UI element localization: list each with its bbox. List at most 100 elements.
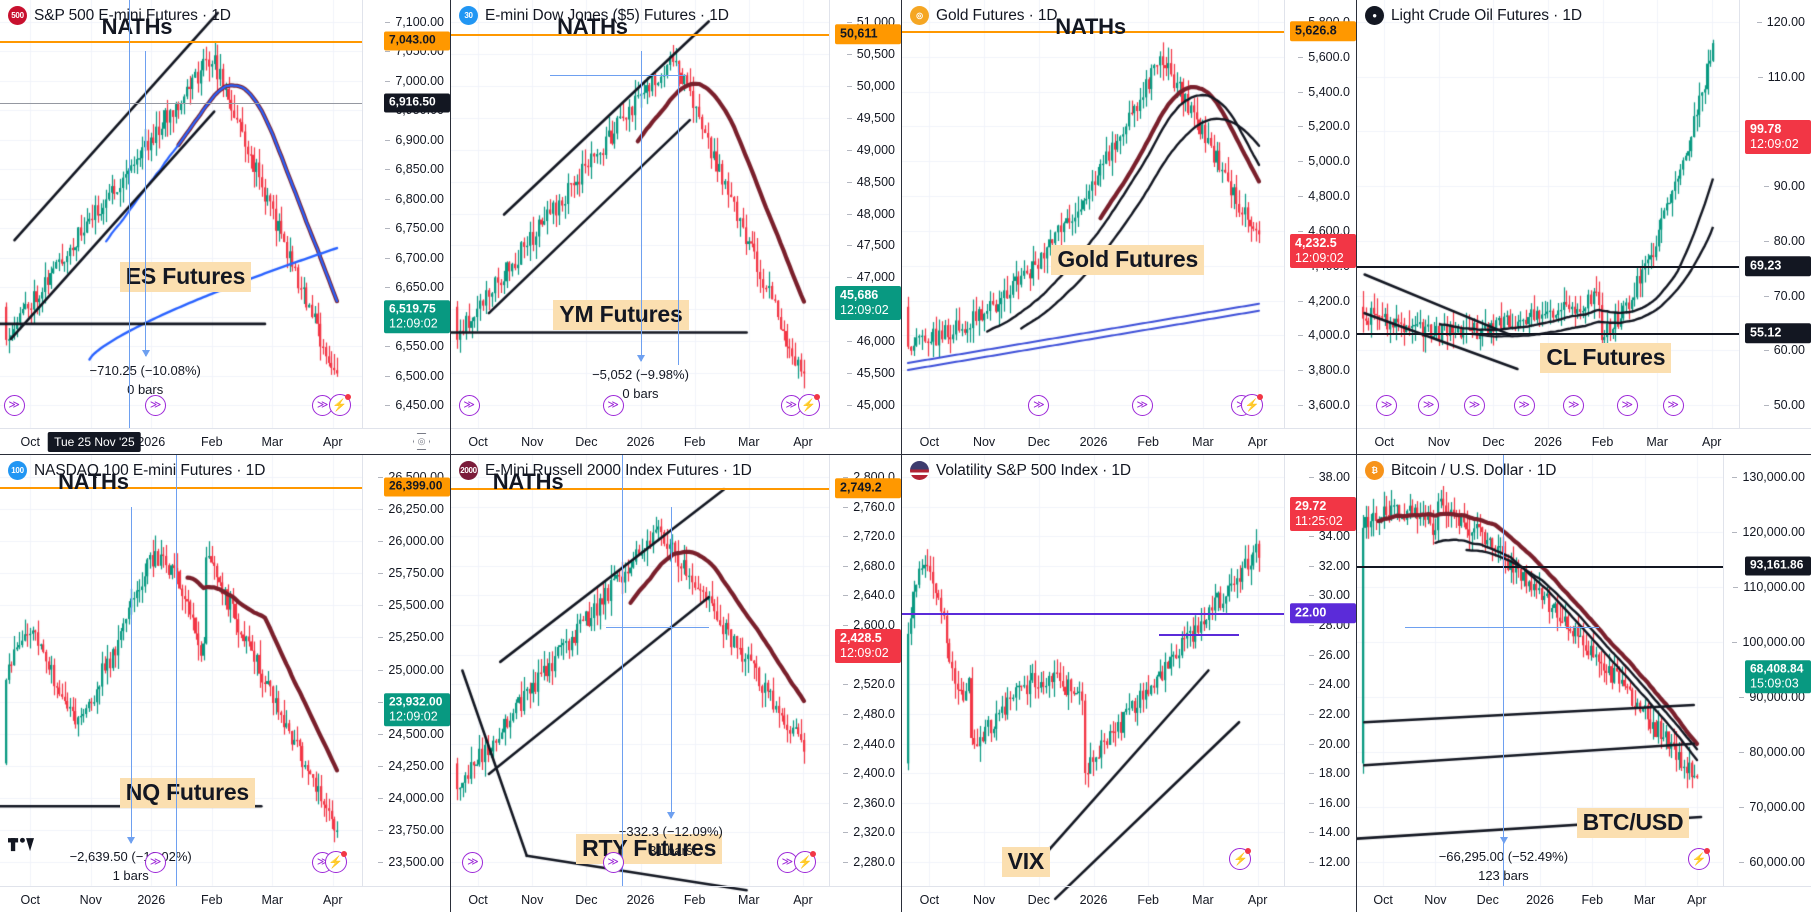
price-label[interactable]: 2,428.5 12:09:02	[835, 629, 901, 663]
chart-label-es[interactable]: ES Futures	[119, 261, 252, 292]
replay-skip-icon[interactable]: ≫	[1131, 395, 1153, 416]
price-axis[interactable]: 38.0036.0034.0032.0030.0028.0026.0024.00…	[1284, 455, 1356, 886]
time-tick: Feb	[683, 435, 706, 449]
plot-area[interactable]: NATHs NQ Futures −2,639.50 (−10.02%) 1 bars…	[0, 455, 362, 886]
price-axis[interactable]: 5,800.05,600.05,400.05,200.05,000.04,800…	[1284, 0, 1356, 428]
chart-label-gc[interactable]: Gold Futures	[1051, 244, 1205, 275]
replay-skip-icon[interactable]: ≫	[602, 395, 624, 416]
price-axis[interactable]: 7,100.007,050.007,000.006,950.006,900.00…	[362, 0, 450, 428]
ai-assistant-icon[interactable]: ⚡	[328, 394, 351, 416]
time-axis[interactable]: Oct Nov 2026 Feb Mar Apr	[0, 886, 450, 912]
chart-panel-nq[interactable]: 100 NASDAQ 100 E-mini Futures · 1D NATHs…	[0, 455, 451, 912]
chart-panel-es[interactable]: 500 S&P 500 E-mini Futures · 1D NATHs ES …	[0, 0, 451, 455]
replay-skip-icon[interactable]: ≫	[3, 395, 25, 416]
price-axis[interactable]: 51,000 50,500 50,000 49,500 49,000 48,500 48,0…	[829, 0, 901, 428]
plot-area[interactable]: CL Futures ≫ ≫ ≫ ≫ ≫ ≫ ≫	[1357, 0, 1739, 428]
ai-assistant-icon[interactable]: ⚡	[1229, 848, 1252, 870]
ai-assistant-icon[interactable]: ⚡	[324, 851, 347, 873]
price-label[interactable]: 55.12	[1745, 323, 1811, 343]
replay-skip-icon[interactable]: ≫	[1662, 395, 1684, 416]
replay-skip-icon[interactable]: ≫	[1563, 395, 1585, 416]
chart-panel-vix[interactable]: Volatility S&P 500 Index · 1D VIX ⚡ 38.00…	[902, 455, 1357, 912]
price-label[interactable]: 2,749.2	[835, 478, 901, 498]
plot-area[interactable]: NATHs RTY Futures −332.3 (−12.09%) 31 bars ≫…	[451, 455, 829, 886]
chart-panel-btc[interactable]: ₿ Bitcoin / U.S. Dollar · 1D BTC/USD −66,…	[1357, 455, 1811, 912]
price-label-time: 15:09:03	[1750, 676, 1799, 691]
price-tick: 47,500	[846, 238, 895, 253]
price-label[interactable]: 29.72 11:25:02	[1290, 497, 1356, 531]
price-label[interactable]: 50,611	[835, 24, 901, 44]
price-label-value: 29.72	[1295, 499, 1327, 513]
replay-skip-icon[interactable]: ≫	[780, 395, 802, 416]
ai-assistant-icon[interactable]: ⚡	[797, 394, 820, 416]
price-axis[interactable]: 130,000.00 120,000.00 110,000.00 100,000.00…	[1723, 455, 1811, 886]
chart-label-vix[interactable]: VIX	[1001, 847, 1051, 878]
chart-label-nq[interactable]: NQ Futures	[119, 778, 256, 809]
chart-label-rty[interactable]: RTY Futures	[576, 834, 723, 865]
naths-annotation[interactable]: NATHs	[101, 14, 173, 39]
replay-skip-icon[interactable]: ≫	[1376, 395, 1398, 416]
replay-skip-icon[interactable]: ≫	[145, 395, 167, 416]
ai-assistant-icon[interactable]: ⚡	[1240, 394, 1263, 416]
time-axis[interactable]: Oct Nov Dec 2026 Feb Mar Apr	[902, 886, 1356, 912]
measure-value: −710.25 (−10.08%)	[89, 362, 201, 378]
price-label[interactable]: 6,916.50	[384, 93, 450, 113]
chart-label-ym[interactable]: YM Futures	[553, 300, 689, 331]
price-label[interactable]: 45,686 12:09:02	[835, 286, 901, 320]
price-axis[interactable]: 2,800.0 2,760.0 2,720.0 2,680.0 2,640.0 2,600…	[829, 455, 901, 886]
time-tick: 2026	[137, 435, 166, 449]
time-axis[interactable]: Oct Nov Dec 2026 Feb Mar Apr	[451, 886, 901, 912]
price-axis[interactable]: 120.00110.00100.0090.0080.0070.0060.0050…	[1739, 0, 1811, 428]
price-label[interactable]: 23,932.00 12:09:02	[384, 693, 450, 727]
price-label[interactable]: 5,626.8	[1290, 21, 1356, 41]
plot-area[interactable]: NATHs ES Futures −710.25 (−10.08%) 0 bars ≫ ≫…	[0, 0, 362, 428]
chart-panel-rty[interactable]: 2000 E-Mini Russell 2000 Index Futures ·…	[451, 455, 902, 912]
replay-skip-icon[interactable]: ≫	[602, 852, 624, 873]
time-axis[interactable]: Oct Nov Dec 2026 Feb Mar Apr	[1357, 428, 1811, 454]
time-axis[interactable]: Oct Nov Dec 2026 Feb Mar Apr	[902, 428, 1356, 454]
price-tick: 5,200.0	[1298, 119, 1350, 134]
naths-annotation[interactable]: NATHs	[58, 469, 129, 494]
plot-area[interactable]: NATHs YM Futures −5,052 (−9.98%) 0 bars ≫ ≫ ≫ ⚡	[451, 0, 829, 428]
price-label[interactable]: 26,399.00	[384, 477, 450, 497]
plot-area[interactable]: VIX ⚡	[902, 455, 1284, 886]
tradingview-logo[interactable]	[8, 830, 34, 852]
price-axis[interactable]: 26,500.0026,250.0026,000.0025,750.0025,5…	[362, 455, 450, 886]
chart-panel-cl[interactable]: ● Light Crude Oil Futures · 1D CL Future…	[1357, 0, 1811, 455]
price-label[interactable]: 99.78 12:09:02	[1745, 120, 1811, 154]
price-label[interactable]: 69.23	[1745, 256, 1811, 276]
chart-label-cl[interactable]: CL Futures	[1540, 343, 1672, 374]
price-label[interactable]: 7,043.00	[384, 31, 450, 51]
replay-skip-icon[interactable]: ≫	[1028, 395, 1050, 416]
ai-assistant-icon[interactable]: ⚡	[1688, 848, 1711, 870]
chart-label-btc[interactable]: BTC/USD	[1576, 808, 1690, 839]
chart-settings-icon[interactable]: ◎	[413, 433, 430, 450]
replay-skip-icon[interactable]: ≫	[1513, 395, 1535, 416]
price-label-value: 7,043.00	[389, 32, 436, 47]
replay-skip-icon[interactable]: ≫	[1463, 395, 1485, 416]
replay-skip-icon[interactable]: ≫	[145, 852, 167, 873]
time-axis[interactable]: Oct Nov Dec 2026 Feb Mar Apr	[451, 428, 901, 454]
price-label[interactable]: 68,408.84 15:09:03	[1745, 660, 1811, 694]
plot-area[interactable]: BTC/USD −66,295.00 (−52.49%) 123 bars ⚡	[1357, 455, 1723, 886]
price-label[interactable]: 4,232.5 12:09:02	[1290, 234, 1356, 268]
price-tick: 6,800.00	[385, 191, 444, 206]
naths-annotation[interactable]: NATHs	[557, 14, 628, 39]
replay-skip-icon[interactable]: ≫	[1616, 395, 1638, 416]
price-label[interactable]: 22.00	[1290, 603, 1356, 623]
replay-skip-icon[interactable]: ≫	[458, 395, 480, 416]
replay-skip-icon[interactable]: ≫	[1418, 395, 1440, 416]
replay-skip-icon[interactable]: ≫	[462, 852, 484, 873]
chart-panel-ym[interactable]: 30 E-mini Dow Jones ($5) Futures · 1D NA…	[451, 0, 902, 455]
naths-annotation[interactable]: NATHs	[1055, 14, 1126, 39]
time-tick: Apr	[793, 893, 813, 907]
price-label[interactable]: 6,519.75 12:09:02	[384, 300, 450, 334]
ai-assistant-icon[interactable]: ⚡	[793, 851, 816, 873]
naths-annotation[interactable]: NATHs	[492, 469, 564, 494]
price-label[interactable]: 93,161.86	[1745, 556, 1811, 576]
time-axis[interactable]: Oct Nov Dec 2026 Feb Mar Apr	[1357, 886, 1811, 912]
